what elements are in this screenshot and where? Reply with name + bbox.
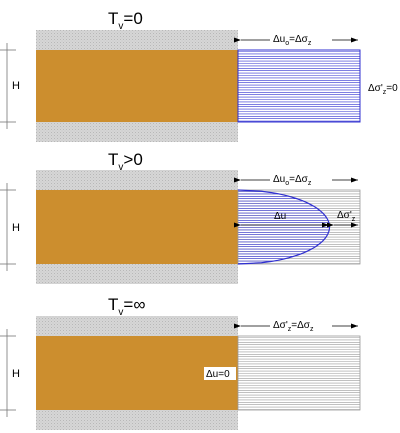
effective-stress-label: Δσ'z=0 — [368, 83, 398, 96]
panel-tv-zero: Tv=0 H Δuo=Δσz Δσ'z=0 — [0, 9, 398, 142]
excess-pore-pressure-hatch — [238, 51, 360, 122]
panel3-title: Tv=∞ — [108, 295, 145, 318]
effective-stress-hatch — [238, 337, 360, 410]
depth-label-h: H — [12, 222, 20, 234]
clay-label: Δu=0 — [206, 369, 230, 380]
excess-pore-pressure-hatch — [238, 191, 330, 264]
sand-layer-top — [36, 170, 238, 190]
panel1-title: Tv=0 — [108, 9, 143, 32]
depth-indicator — [0, 183, 16, 271]
depth-indicator — [0, 329, 16, 417]
clay-layer — [36, 190, 238, 264]
depth-label-h: H — [12, 368, 20, 380]
panel-tv-positive: Tv>0 H Δuo=Δσz Δu Δσ'z — [0, 150, 361, 284]
sand-layer-bottom — [36, 122, 238, 142]
panel-tv-infinite: Tv=∞ H Δσ'z=Δσz Δu=0 — [0, 295, 361, 430]
clay-layer — [36, 50, 238, 122]
arrow-label: Δuo=Δσz — [273, 174, 312, 187]
clay-label-bg — [204, 367, 236, 380]
pore-pressure-box — [237, 49, 361, 123]
sand-layer-top — [36, 316, 238, 336]
sand-layer-bottom — [36, 264, 238, 284]
arrow-label: Δσ'z=Δσz — [273, 320, 314, 333]
depth-label-h: H — [12, 80, 20, 92]
stress-box — [237, 335, 361, 411]
depth-indicator — [0, 43, 16, 129]
pore-pressure-label: Δu — [274, 211, 286, 222]
panel2-title: Tv>0 — [108, 150, 143, 173]
sand-layer-top — [36, 30, 238, 50]
arrow-label: Δuo=Δσz — [273, 34, 312, 47]
effective-stress-label: Δσ'z — [337, 210, 356, 223]
sand-layer-bottom — [36, 410, 238, 430]
